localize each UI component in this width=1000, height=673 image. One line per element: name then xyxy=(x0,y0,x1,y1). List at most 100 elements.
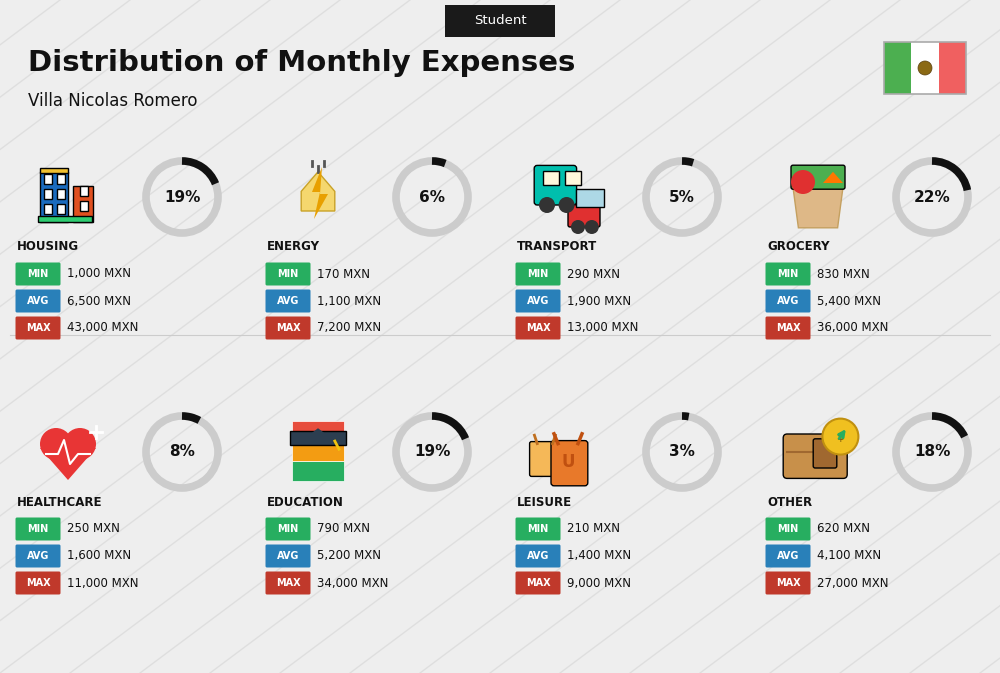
FancyBboxPatch shape xyxy=(266,289,310,312)
Text: MIN: MIN xyxy=(527,524,549,534)
Text: 6,500 MXN: 6,500 MXN xyxy=(67,295,131,308)
Text: MIN: MIN xyxy=(527,269,549,279)
Text: AVG: AVG xyxy=(527,551,549,561)
FancyBboxPatch shape xyxy=(534,166,577,205)
Circle shape xyxy=(822,419,858,454)
Circle shape xyxy=(585,220,599,234)
FancyBboxPatch shape xyxy=(516,544,560,567)
FancyBboxPatch shape xyxy=(38,216,92,222)
Text: U: U xyxy=(561,453,575,471)
FancyBboxPatch shape xyxy=(57,189,65,199)
Circle shape xyxy=(791,170,815,194)
Text: 1,000 MXN: 1,000 MXN xyxy=(67,267,131,281)
FancyBboxPatch shape xyxy=(543,171,559,185)
Text: GROCERY: GROCERY xyxy=(767,240,830,254)
FancyBboxPatch shape xyxy=(551,441,588,486)
Polygon shape xyxy=(40,448,96,480)
FancyBboxPatch shape xyxy=(266,544,310,567)
Text: MAX: MAX xyxy=(776,578,800,588)
Text: AVG: AVG xyxy=(27,296,49,306)
FancyBboxPatch shape xyxy=(568,205,600,227)
Text: HOUSING: HOUSING xyxy=(17,240,79,254)
Text: 1,900 MXN: 1,900 MXN xyxy=(567,295,631,308)
Polygon shape xyxy=(312,167,328,219)
Text: HEALTHCARE: HEALTHCARE xyxy=(17,495,103,509)
FancyBboxPatch shape xyxy=(16,544,61,567)
Text: 290 MXN: 290 MXN xyxy=(567,267,620,281)
Text: 790 MXN: 790 MXN xyxy=(317,522,370,536)
Text: AVG: AVG xyxy=(27,551,49,561)
FancyBboxPatch shape xyxy=(266,571,310,594)
FancyBboxPatch shape xyxy=(40,172,68,222)
Text: OTHER: OTHER xyxy=(767,495,812,509)
Polygon shape xyxy=(793,186,843,227)
FancyBboxPatch shape xyxy=(292,441,344,461)
Text: 43,000 MXN: 43,000 MXN xyxy=(67,322,138,334)
FancyBboxPatch shape xyxy=(16,316,61,339)
Text: MAX: MAX xyxy=(26,323,50,333)
FancyBboxPatch shape xyxy=(292,461,344,481)
FancyBboxPatch shape xyxy=(445,5,555,37)
Text: 1,400 MXN: 1,400 MXN xyxy=(567,549,631,563)
FancyBboxPatch shape xyxy=(16,262,61,285)
Text: $: $ xyxy=(837,431,844,441)
Text: 4,100 MXN: 4,100 MXN xyxy=(817,549,881,563)
Polygon shape xyxy=(301,428,335,441)
Text: 1,100 MXN: 1,100 MXN xyxy=(317,295,381,308)
FancyBboxPatch shape xyxy=(266,262,310,285)
Text: 5,400 MXN: 5,400 MXN xyxy=(817,295,881,308)
Circle shape xyxy=(918,61,932,75)
FancyBboxPatch shape xyxy=(576,189,604,207)
FancyBboxPatch shape xyxy=(40,168,68,173)
FancyBboxPatch shape xyxy=(516,289,560,312)
Text: Villa Nicolas Romero: Villa Nicolas Romero xyxy=(28,92,198,110)
Text: TRANSPORT: TRANSPORT xyxy=(517,240,597,254)
Text: MAX: MAX xyxy=(26,578,50,588)
Text: 13,000 MXN: 13,000 MXN xyxy=(567,322,638,334)
FancyBboxPatch shape xyxy=(44,174,52,184)
Text: EDUCATION: EDUCATION xyxy=(267,495,344,509)
Text: MAX: MAX xyxy=(276,578,300,588)
Text: 19%: 19% xyxy=(414,444,450,460)
Text: 9,000 MXN: 9,000 MXN xyxy=(567,577,631,590)
FancyBboxPatch shape xyxy=(44,204,52,214)
Text: 27,000 MXN: 27,000 MXN xyxy=(817,577,889,590)
FancyBboxPatch shape xyxy=(292,421,344,441)
Circle shape xyxy=(559,197,575,213)
FancyBboxPatch shape xyxy=(530,441,559,476)
FancyBboxPatch shape xyxy=(80,201,88,211)
Text: LEISURE: LEISURE xyxy=(517,495,572,509)
Text: MIN: MIN xyxy=(777,269,799,279)
Text: MIN: MIN xyxy=(27,524,49,534)
Text: 6%: 6% xyxy=(419,190,445,205)
Text: 830 MXN: 830 MXN xyxy=(817,267,870,281)
FancyBboxPatch shape xyxy=(44,189,52,199)
FancyBboxPatch shape xyxy=(57,174,65,184)
Text: 7,200 MXN: 7,200 MXN xyxy=(317,322,381,334)
Text: MAX: MAX xyxy=(526,578,550,588)
FancyBboxPatch shape xyxy=(565,171,581,185)
FancyBboxPatch shape xyxy=(766,544,810,567)
Text: AVG: AVG xyxy=(777,296,799,306)
Circle shape xyxy=(571,220,585,234)
Text: 210 MXN: 210 MXN xyxy=(567,522,620,536)
Text: 620 MXN: 620 MXN xyxy=(817,522,870,536)
Text: 5,200 MXN: 5,200 MXN xyxy=(317,549,381,563)
Text: 11,000 MXN: 11,000 MXN xyxy=(67,577,138,590)
FancyBboxPatch shape xyxy=(939,42,966,94)
FancyBboxPatch shape xyxy=(783,434,847,479)
Text: MAX: MAX xyxy=(276,323,300,333)
FancyBboxPatch shape xyxy=(16,518,61,540)
Text: AVG: AVG xyxy=(777,551,799,561)
Text: Distribution of Monthly Expenses: Distribution of Monthly Expenses xyxy=(28,49,575,77)
FancyBboxPatch shape xyxy=(791,165,845,189)
FancyBboxPatch shape xyxy=(766,316,810,339)
Text: MAX: MAX xyxy=(776,323,800,333)
Text: AVG: AVG xyxy=(277,551,299,561)
FancyBboxPatch shape xyxy=(266,518,310,540)
Text: Student: Student xyxy=(474,15,526,28)
FancyBboxPatch shape xyxy=(766,571,810,594)
FancyBboxPatch shape xyxy=(16,571,61,594)
Circle shape xyxy=(40,428,72,460)
Text: 22%: 22% xyxy=(914,190,950,205)
